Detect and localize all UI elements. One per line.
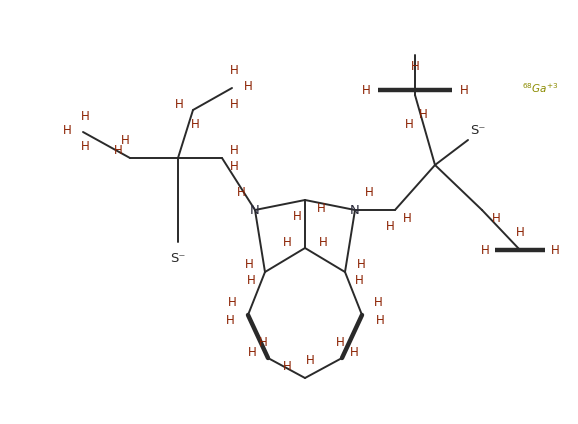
Text: H: H xyxy=(244,257,253,271)
Text: H: H xyxy=(283,360,291,373)
Text: H: H xyxy=(175,98,183,112)
Text: S⁻: S⁻ xyxy=(171,251,186,265)
Text: H: H xyxy=(80,140,90,153)
Text: H: H xyxy=(243,80,253,92)
Text: H: H xyxy=(283,237,291,249)
Text: H: H xyxy=(336,335,344,349)
Text: H: H xyxy=(62,123,71,137)
Text: H: H xyxy=(191,118,199,131)
Text: H: H xyxy=(403,212,412,224)
Text: H: H xyxy=(492,212,501,224)
Text: H: H xyxy=(80,109,90,123)
Text: H: H xyxy=(481,243,490,257)
Text: H: H xyxy=(318,237,327,249)
Text: H: H xyxy=(292,209,301,223)
Text: H: H xyxy=(236,186,246,198)
Text: H: H xyxy=(460,84,468,97)
Text: H: H xyxy=(229,98,238,112)
Text: H: H xyxy=(225,313,234,326)
Text: H: H xyxy=(362,84,370,97)
Text: H: H xyxy=(229,64,238,78)
Text: H: H xyxy=(350,346,358,360)
Text: H: H xyxy=(317,201,325,215)
Text: H: H xyxy=(373,296,383,310)
Text: S⁻: S⁻ xyxy=(470,123,486,137)
Text: H: H xyxy=(405,118,413,131)
Text: H: H xyxy=(410,61,420,73)
Text: H: H xyxy=(365,186,373,198)
Text: H: H xyxy=(386,220,394,232)
Text: H: H xyxy=(376,313,384,326)
Text: H: H xyxy=(228,296,236,310)
Text: H: H xyxy=(418,108,427,120)
Text: H: H xyxy=(247,273,255,287)
Text: H: H xyxy=(114,143,123,156)
Text: H: H xyxy=(258,335,268,349)
Text: H: H xyxy=(229,143,238,156)
Text: N: N xyxy=(350,204,360,217)
Text: H: H xyxy=(355,273,364,287)
Text: N: N xyxy=(250,204,260,217)
Text: H: H xyxy=(229,159,238,173)
Text: H: H xyxy=(551,243,560,257)
Text: H: H xyxy=(121,134,129,147)
Text: H: H xyxy=(306,354,314,366)
Text: $^{68}$Ga$^{+3}$: $^{68}$Ga$^{+3}$ xyxy=(522,81,558,95)
Text: H: H xyxy=(516,226,524,238)
Text: H: H xyxy=(357,257,365,271)
Text: H: H xyxy=(247,346,257,360)
